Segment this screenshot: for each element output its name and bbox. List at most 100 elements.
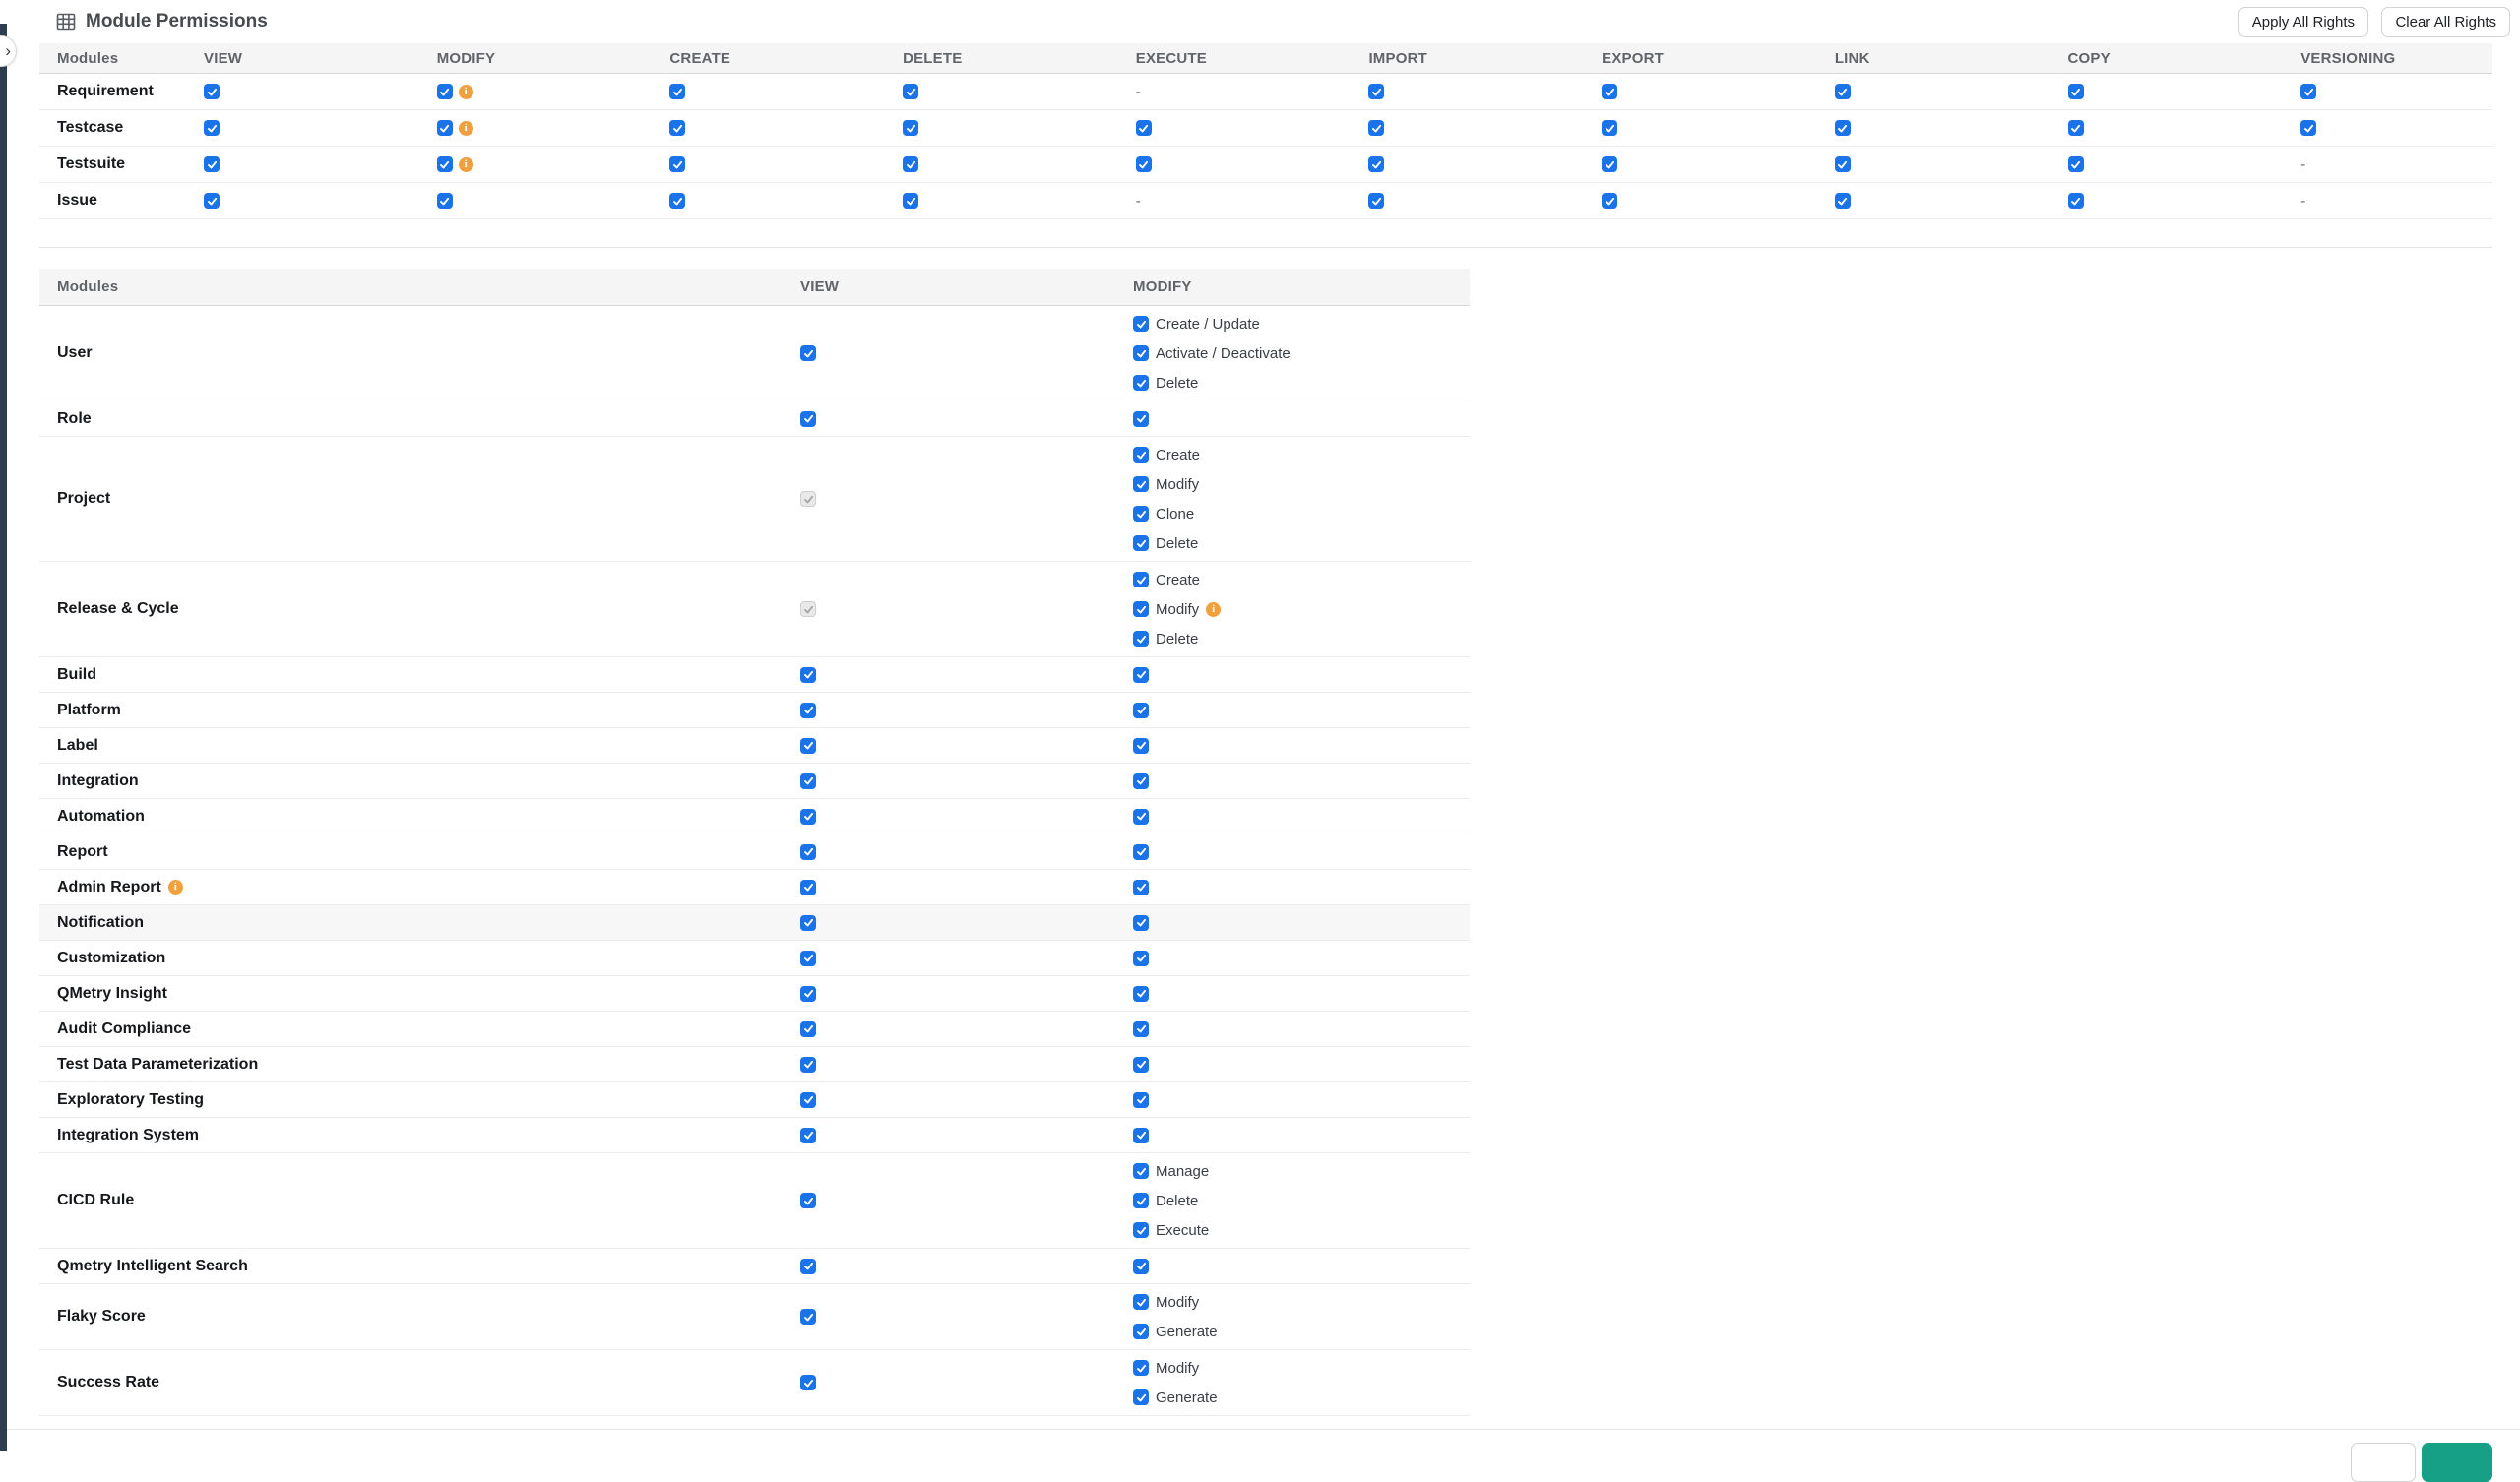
- checkbox-checked[interactable]: [1834, 120, 1851, 136]
- checkbox-checked[interactable]: [1133, 375, 1149, 391]
- checkbox-checked[interactable]: [436, 84, 453, 99]
- footer-secondary-button[interactable]: [2351, 1443, 2416, 1482]
- checkbox-checked[interactable]: [1133, 601, 1149, 617]
- checkbox-checked[interactable]: [1133, 1389, 1149, 1405]
- checkbox-checked[interactable]: [800, 345, 816, 361]
- checkbox-checked[interactable]: [1133, 1056, 1149, 1073]
- checkbox-checked[interactable]: [1133, 447, 1149, 463]
- checkbox-checked[interactable]: [1133, 737, 1149, 754]
- checkbox-checked[interactable]: [2067, 193, 2084, 209]
- checkbox-checked[interactable]: [800, 772, 816, 789]
- checkbox-checked[interactable]: [1133, 631, 1149, 647]
- checkbox-checked[interactable]: [800, 737, 816, 754]
- checkbox-checked[interactable]: [1133, 666, 1149, 683]
- clear-all-rights-button[interactable]: Clear All Rights: [2381, 6, 2510, 37]
- checkbox-checked[interactable]: [800, 1193, 816, 1208]
- checkbox-checked[interactable]: [1133, 1127, 1149, 1143]
- checkbox-checked[interactable]: [204, 156, 220, 172]
- checkbox-checked[interactable]: [204, 120, 220, 136]
- checkbox-checked[interactable]: [2300, 84, 2317, 99]
- checkbox-checked[interactable]: [1133, 879, 1149, 895]
- checkbox-checked[interactable]: [1133, 535, 1149, 551]
- checkbox-checked[interactable]: [903, 84, 919, 99]
- checkbox-checked[interactable]: [204, 84, 220, 99]
- checkbox-checked[interactable]: [1133, 345, 1149, 361]
- checkbox-checked[interactable]: [800, 1258, 816, 1274]
- checkbox-checked[interactable]: [800, 1375, 816, 1390]
- checkbox-checked[interactable]: [2067, 120, 2084, 136]
- checkbox-checked[interactable]: [204, 193, 220, 209]
- checkbox-checked[interactable]: [1368, 156, 1385, 172]
- checkbox-checked[interactable]: [1368, 193, 1385, 209]
- checkbox-checked[interactable]: [800, 702, 816, 718]
- checkbox-checked[interactable]: [1602, 84, 1618, 99]
- checkbox-checked[interactable]: [800, 1056, 816, 1073]
- checkbox-checked[interactable]: [800, 879, 816, 895]
- checkbox-checked[interactable]: [1133, 1193, 1149, 1208]
- checkbox-checked[interactable]: [1133, 506, 1149, 522]
- checkbox-checked[interactable]: [436, 156, 453, 172]
- permission-cell: [204, 84, 437, 99]
- checkbox-checked[interactable]: [800, 1091, 816, 1108]
- checkbox-checked[interactable]: [1133, 1091, 1149, 1108]
- checkbox-checked[interactable]: [1133, 476, 1149, 492]
- checkbox-checked[interactable]: [1834, 193, 1851, 209]
- checkbox-checked[interactable]: [800, 1020, 816, 1037]
- checkbox-checked[interactable]: [436, 193, 453, 209]
- info-icon[interactable]: i: [458, 84, 473, 99]
- checkbox-checked[interactable]: [1834, 84, 1851, 99]
- info-icon[interactable]: i: [458, 156, 473, 172]
- checkbox-checked[interactable]: [1133, 1360, 1149, 1376]
- checkbox-checked[interactable]: [1133, 1324, 1149, 1339]
- checkbox-checked[interactable]: [1133, 1294, 1149, 1310]
- checkbox-checked[interactable]: [669, 156, 686, 172]
- permission-item: Delete: [1133, 528, 1470, 558]
- checkbox-checked[interactable]: [1133, 316, 1149, 332]
- footer-save-button[interactable]: [2422, 1443, 2492, 1482]
- checkbox-checked[interactable]: [1602, 193, 1618, 209]
- checkbox-checked[interactable]: [1135, 156, 1152, 172]
- checkbox-checked[interactable]: [669, 120, 686, 136]
- checkbox-checked[interactable]: [1133, 914, 1149, 931]
- checkbox-checked[interactable]: [1368, 120, 1385, 136]
- checkbox-checked[interactable]: [1834, 156, 1851, 172]
- checkbox-checked[interactable]: [436, 120, 453, 136]
- checkbox-checked[interactable]: [1133, 950, 1149, 966]
- checkbox-checked[interactable]: [800, 985, 816, 1002]
- checkbox-checked[interactable]: [1133, 1222, 1149, 1238]
- checkbox-checked[interactable]: [1133, 1020, 1149, 1037]
- checkbox-checked[interactable]: [669, 193, 686, 209]
- checkbox-checked[interactable]: [800, 950, 816, 966]
- checkbox-checked[interactable]: [903, 156, 919, 172]
- checkbox-checked[interactable]: [800, 808, 816, 825]
- info-icon[interactable]: i: [458, 120, 473, 136]
- checkbox-checked[interactable]: [1133, 985, 1149, 1002]
- checkbox-checked[interactable]: [2067, 84, 2084, 99]
- checkbox-checked[interactable]: [800, 666, 816, 683]
- checkbox-checked[interactable]: [1368, 84, 1385, 99]
- checkbox-checked[interactable]: [1133, 410, 1149, 427]
- checkbox-checked[interactable]: [1602, 156, 1618, 172]
- checkbox-checked[interactable]: [2067, 156, 2084, 172]
- checkbox-checked[interactable]: [669, 84, 686, 99]
- checkbox-checked[interactable]: [1135, 120, 1152, 136]
- checkbox-checked[interactable]: [1133, 1163, 1149, 1179]
- checkbox-checked[interactable]: [2300, 120, 2317, 136]
- checkbox-checked[interactable]: [903, 193, 919, 209]
- checkbox-checked[interactable]: [1133, 1258, 1149, 1274]
- checkbox-checked[interactable]: [1133, 808, 1149, 825]
- checkbox-checked[interactable]: [1133, 772, 1149, 789]
- checkbox-checked[interactable]: [800, 1127, 816, 1143]
- info-icon[interactable]: i: [1206, 601, 1222, 617]
- checkbox-checked[interactable]: [903, 120, 919, 136]
- checkbox-checked[interactable]: [800, 1309, 816, 1325]
- info-icon[interactable]: i: [167, 880, 183, 895]
- checkbox-checked[interactable]: [1602, 120, 1618, 136]
- checkbox-checked[interactable]: [800, 914, 816, 931]
- checkbox-checked[interactable]: [800, 843, 816, 860]
- checkbox-checked[interactable]: [800, 410, 816, 427]
- apply-all-rights-button[interactable]: Apply All Rights: [2237, 6, 2368, 37]
- checkbox-checked[interactable]: [1133, 572, 1149, 587]
- checkbox-checked[interactable]: [1133, 702, 1149, 718]
- checkbox-checked[interactable]: [1133, 843, 1149, 860]
